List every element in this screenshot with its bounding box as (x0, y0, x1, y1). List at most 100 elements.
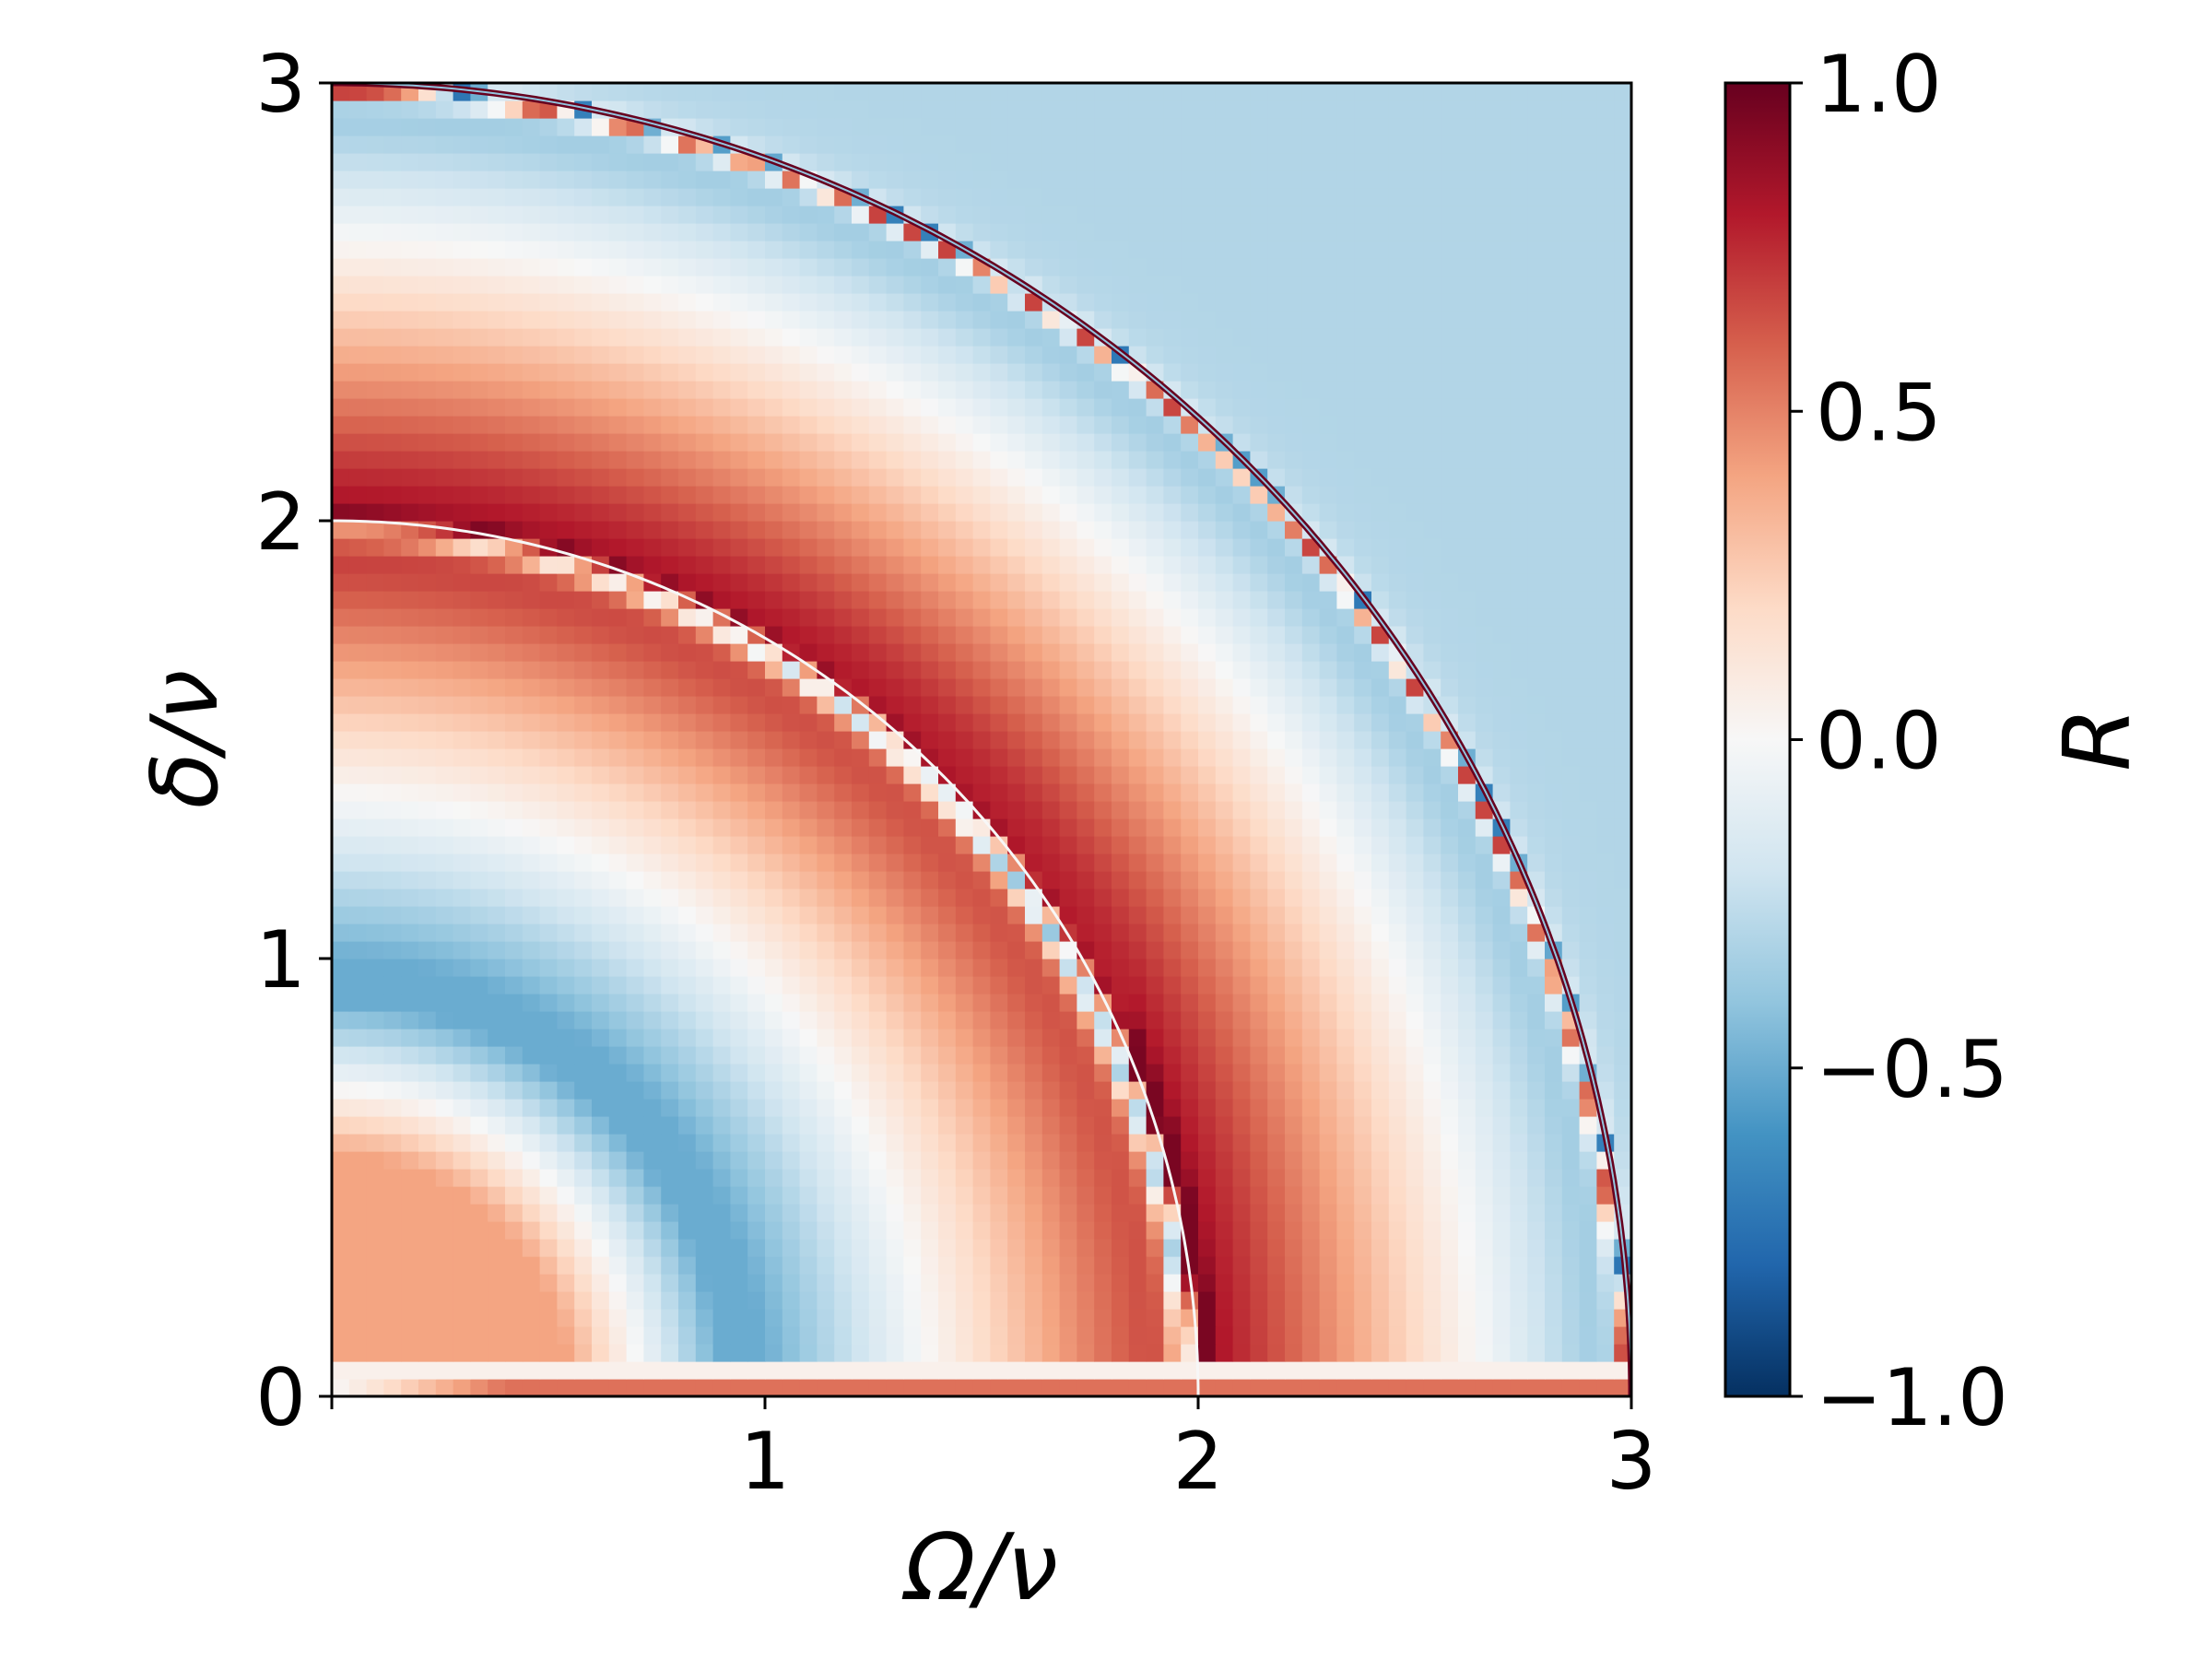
heatmap-cell (747, 1256, 766, 1275)
heatmap-cell (522, 941, 541, 959)
heatmap-cell (435, 503, 454, 522)
heatmap-cell (1025, 748, 1043, 767)
heatmap-cell (1545, 1169, 1563, 1187)
heatmap-cell (592, 608, 610, 627)
heatmap-cell (332, 258, 350, 276)
heatmap-cell (1475, 1239, 1494, 1257)
heatmap-cell (903, 1309, 922, 1327)
heatmap-cell (817, 1221, 835, 1240)
heatmap-cell (730, 976, 748, 994)
heatmap-cell (592, 573, 610, 592)
heatmap-cell (1579, 731, 1597, 749)
heatmap-cell (418, 888, 437, 907)
heatmap-cell (955, 1256, 974, 1275)
heatmap-cell (348, 241, 368, 259)
heatmap-cell (418, 731, 437, 749)
heatmap-cell (1146, 538, 1164, 557)
heatmap-cell (903, 416, 922, 434)
heatmap-cell (747, 293, 766, 312)
heatmap-cell (557, 1169, 575, 1187)
heatmap-cell (1181, 959, 1199, 977)
heatmap-cell (852, 503, 870, 522)
heatmap-cell (539, 696, 558, 714)
heatmap-cell (938, 1256, 957, 1275)
heatmap-cell (383, 311, 402, 329)
heatmap-cell (712, 1221, 731, 1240)
heatmap-cell (1492, 398, 1511, 417)
heatmap-cell (401, 346, 419, 364)
heatmap-cell (1354, 293, 1372, 312)
heatmap-cell (730, 871, 748, 889)
heatmap-cell (695, 713, 714, 732)
heatmap-cell (1198, 591, 1217, 609)
heatmap-cell (574, 1151, 593, 1170)
heatmap-cell (747, 486, 766, 504)
heatmap-cell (678, 608, 697, 627)
heatmap-cell (1319, 1309, 1337, 1327)
heatmap-cell (1163, 818, 1182, 837)
heatmap-cell (852, 538, 870, 557)
heatmap-cell (608, 1361, 628, 1380)
heatmap-cell (852, 1344, 870, 1362)
heatmap-cell (1458, 818, 1477, 837)
heatmap-cell (1128, 1239, 1147, 1257)
heatmap-cell (661, 1046, 679, 1065)
heatmap-cell (1510, 696, 1528, 714)
heatmap-cell (868, 783, 888, 802)
heatmap-cell (1267, 818, 1286, 837)
heatmap-cell (782, 731, 801, 749)
heatmap-cell (799, 433, 818, 452)
heatmap-cell (1077, 1204, 1095, 1222)
heatmap-cell (1475, 924, 1494, 942)
heatmap-cell (539, 1221, 558, 1240)
heatmap-cell (435, 1081, 454, 1100)
heatmap-cell (1561, 871, 1581, 889)
heatmap-cell (488, 363, 506, 382)
heatmap-cell (1354, 1256, 1372, 1275)
heatmap-cell (1301, 1011, 1321, 1030)
heatmap-cell (799, 1379, 818, 1396)
heatmap-cell (1232, 1151, 1251, 1170)
heatmap-cell (435, 1221, 454, 1240)
heatmap-cell (712, 853, 731, 872)
heatmap-cell (1561, 381, 1581, 399)
heatmap-cell (990, 1046, 1008, 1065)
heatmap-cell (643, 1081, 662, 1100)
heatmap-cell (712, 1309, 731, 1327)
heatmap-cell (1406, 643, 1424, 662)
heatmap-cell (470, 346, 488, 364)
heatmap-cell (418, 1204, 437, 1222)
heatmap-cell (608, 818, 628, 837)
heatmap-cell (574, 731, 593, 749)
heatmap-cell (1475, 1134, 1494, 1152)
heatmap-cell (1561, 731, 1581, 749)
heatmap-cell (557, 241, 575, 259)
heatmap-cell (608, 1081, 628, 1100)
heatmap-cell (1094, 1221, 1112, 1240)
heatmap-cell (505, 1046, 524, 1065)
heatmap-cell (1232, 906, 1251, 924)
heatmap-cell (1181, 416, 1199, 434)
heatmap-cell (1094, 836, 1112, 854)
heatmap-cell (1475, 1379, 1494, 1396)
heatmap-cell (366, 1274, 384, 1292)
heatmap-cell (1614, 1134, 1631, 1152)
heatmap-cell (1041, 1291, 1061, 1310)
heatmap-cell (1579, 1274, 1597, 1292)
heatmap-cell (1441, 503, 1459, 522)
heatmap-cell (1007, 1011, 1026, 1030)
heatmap-cell (383, 538, 402, 557)
heatmap-cell (1475, 1116, 1494, 1135)
heatmap-cell (1112, 503, 1130, 522)
heatmap-cell (1371, 521, 1390, 539)
heatmap-cell (1094, 1099, 1112, 1117)
heatmap-cell (1458, 1344, 1477, 1362)
heatmap-cell (488, 1029, 506, 1047)
heatmap-cell (938, 416, 957, 434)
heatmap-cell (435, 696, 454, 714)
heatmap-cell (1250, 888, 1268, 907)
heatmap-cell (1041, 661, 1061, 679)
heatmap-cell (990, 871, 1008, 889)
heatmap-cell (505, 1274, 524, 1292)
heatmap-cell (1545, 783, 1563, 802)
